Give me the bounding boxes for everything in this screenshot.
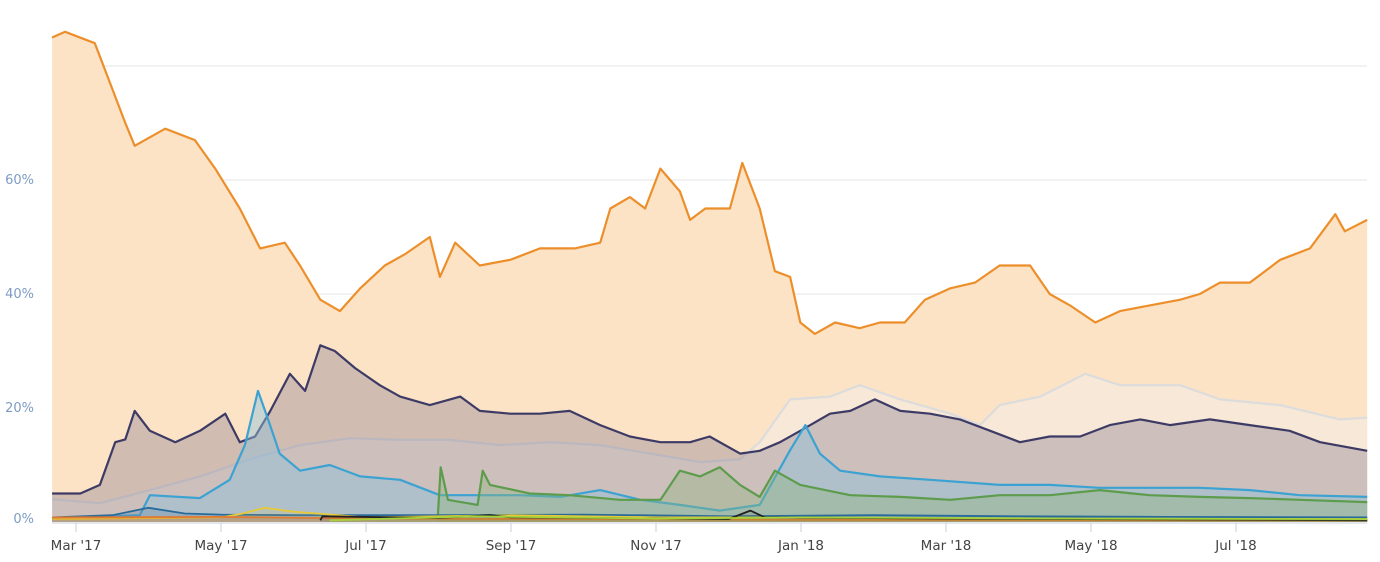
y-tick-label: 0% — [13, 512, 34, 527]
x-tick-label: Mar '18 — [921, 538, 972, 554]
series-black-area — [320, 510, 1368, 522]
series-green-line — [436, 466, 1368, 517]
series-dark-blue-line — [52, 506, 1368, 519]
y-tick-label: 20% — [5, 401, 34, 416]
x-tick-label: Jul '18 — [1214, 538, 1256, 554]
series-green — [436, 466, 1368, 522]
series-lime — [329, 515, 1368, 522]
series-light-blue-area — [52, 390, 1368, 522]
series-navy-line — [52, 344, 1368, 495]
x-tick-label: Jul '17 — [344, 538, 386, 554]
series-areas — [51, 30, 1368, 523]
series-lime-area — [329, 516, 1368, 522]
series-light-grey-line — [52, 372, 1368, 505]
series-green-area — [437, 467, 1368, 522]
x-axis: Mar '17 May '17 Jul '17 Sep '17 Nov '17 Jan '… — [51, 522, 1367, 554]
series-lime-line — [329, 515, 1368, 522]
x-tick-label: Mar '17 — [51, 538, 102, 554]
y-tick-label: 60% — [5, 173, 34, 188]
x-tick-label: May '17 — [194, 538, 247, 554]
y-tick-label: 40% — [5, 287, 34, 302]
x-tick-label: Nov '17 — [630, 538, 682, 554]
series-orange-line — [51, 30, 1368, 335]
series-light-blue-line — [52, 389, 1368, 520]
y-axis: 0% 20% 40% 60% — [5, 173, 34, 527]
x-tick-label: Sep '17 — [486, 538, 537, 554]
x-tick-label: Jan '18 — [777, 538, 824, 554]
x-tick-label: May '18 — [1064, 538, 1117, 554]
series-light-blue — [52, 389, 1368, 522]
